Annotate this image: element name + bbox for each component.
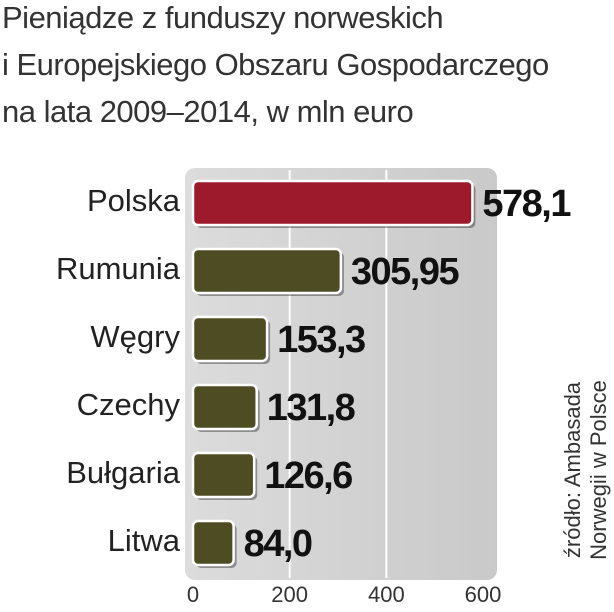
title: Pieniądze z funduszy norweskich i Europej… [2, 0, 549, 129]
bar [191, 315, 269, 363]
bar [191, 451, 256, 499]
bar [191, 247, 343, 295]
value-label: 131,8 [267, 387, 355, 429]
bar [191, 519, 235, 567]
bar [191, 179, 474, 227]
x-tick-label: 600 [465, 582, 502, 607]
x-tick-label: 400 [368, 582, 405, 607]
value-label: 578,1 [482, 183, 571, 225]
x-tick-label: 200 [271, 582, 308, 607]
x-tick-label: 0 [187, 582, 199, 607]
bar [191, 383, 258, 431]
title-line: Pieniądze z funduszy norweskich [2, 0, 443, 35]
value-label: 153,3 [277, 319, 365, 361]
source-note: źródło: Ambasada [560, 381, 585, 558]
category-label: Polska [87, 183, 181, 218]
title-line: na lata 2009–2014, w mln euro [2, 94, 413, 129]
category-label: Rumunia [56, 251, 181, 286]
category-label: Bułgaria [66, 455, 180, 490]
value-label: 126,6 [264, 455, 352, 497]
value-label: 84,0 [244, 523, 312, 565]
category-label: Czechy [77, 387, 181, 422]
value-label: 305,95 [351, 251, 460, 293]
category-label: Węgry [90, 319, 180, 354]
source-note: Norwegii w Polsce [586, 380, 611, 560]
category-label: Litwa [108, 523, 181, 558]
plot-background [185, 168, 497, 580]
title-line: i Europejskiego Obszaru Gospodarczego [2, 47, 549, 82]
